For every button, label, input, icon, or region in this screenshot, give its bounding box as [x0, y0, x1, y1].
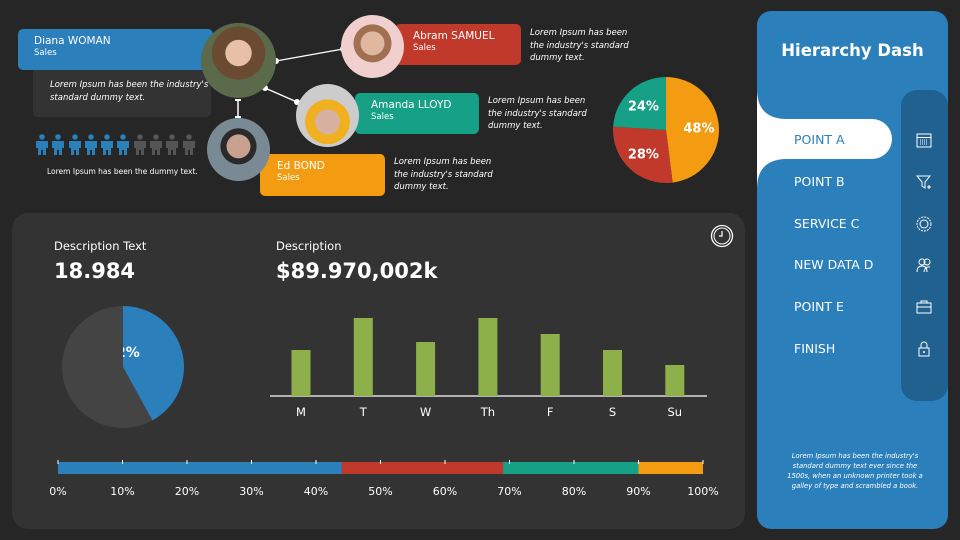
sidebar-item-new-data-d[interactable]: NEW DATA D: [794, 257, 874, 273]
person-icon: [84, 134, 97, 155]
avatar-amanda[interactable]: [296, 84, 359, 147]
sidebar-title: Hierarchy Dash: [781, 41, 924, 60]
tick-label: 20%: [174, 485, 200, 498]
left-pie-chart: 42%: [61, 306, 184, 428]
person-icon: [166, 134, 179, 155]
day-label: T: [359, 405, 367, 419]
avatar-abram[interactable]: [341, 15, 404, 78]
clock-icon[interactable]: [710, 224, 734, 248]
tick-label: 60%: [432, 485, 458, 498]
right-label: Description: [276, 239, 342, 253]
tick-label: 100%: [687, 485, 719, 498]
person-role: Sales: [34, 48, 57, 58]
person-tag-diana[interactable]: Diana WOMAN Sales: [18, 29, 213, 70]
pie-label: 48%: [683, 121, 714, 136]
person-name: Ed BOND: [277, 160, 325, 172]
bar-W: [416, 342, 436, 396]
sidebar-item-finish[interactable]: FINISH: [794, 341, 836, 356]
people-caption: Lorem Ipsum has been the dummy text.: [47, 167, 198, 176]
tick-label: 70%: [497, 485, 522, 498]
tick-label: 0%: [49, 485, 67, 498]
day-label: M: [296, 405, 306, 419]
bar-M: [291, 350, 311, 396]
left-value: 18.984: [54, 259, 136, 283]
tick-label: 80%: [561, 485, 587, 498]
sidebar-footer: Lorem Ipsum has been the industry's stan…: [787, 452, 923, 490]
abram-desc: Lorem Ipsum has been the industry's stan…: [530, 28, 629, 63]
left-label: Description Text: [54, 239, 147, 253]
pie-slice: [123, 306, 184, 421]
diana-desc: Lorem Ipsum has been the industry's stan…: [50, 80, 209, 103]
tick-label: 30%: [239, 485, 264, 498]
sidebar: Hierarchy Dash POINT A POINT B SERVICE C NE…: [757, 11, 948, 529]
person-tag-amanda[interactable]: Amanda LLOYD Sales: [355, 93, 479, 134]
pie-label: 24%: [628, 99, 659, 114]
avatar-diana[interactable]: [201, 23, 276, 98]
ed-desc: Lorem Ipsum has been the industry's stan…: [394, 157, 493, 192]
people-icon-row: [36, 134, 195, 155]
sidebar-item-point-a[interactable]: POINT A: [794, 132, 845, 147]
pie-slice: [613, 126, 673, 183]
person-icon: [150, 134, 163, 155]
person-role: Sales: [371, 112, 394, 122]
right-value: $89.970,002k: [276, 259, 438, 283]
funnel-icon[interactable]: [915, 173, 933, 191]
sidebar-item-point-e[interactable]: POINT E: [794, 299, 844, 315]
person-icon: [133, 134, 146, 155]
amanda-desc: Lorem Ipsum has been the industry's stan…: [488, 96, 587, 131]
day-label: S: [608, 405, 617, 419]
calendar-icon[interactable]: [915, 131, 933, 149]
progress-segment: [341, 462, 504, 474]
sidebar-item-service-c[interactable]: SERVICE C: [794, 215, 860, 231]
gear-icon[interactable]: [915, 215, 933, 233]
tick-label: 10%: [110, 485, 135, 498]
person-icon: [68, 134, 81, 155]
users-icon[interactable]: [915, 256, 933, 274]
progress-segment: [503, 462, 639, 474]
bar-S: [603, 350, 622, 396]
lock-icon[interactable]: [915, 340, 933, 358]
avatar-ed[interactable]: [207, 118, 270, 181]
person-icon: [117, 134, 130, 155]
bar-Th: [478, 318, 498, 396]
person-name: Amanda LLOYD: [371, 99, 452, 111]
day-label: Su: [667, 405, 683, 419]
person-role: Sales: [413, 43, 436, 53]
person-role: Sales: [277, 173, 300, 183]
top-pie-chart: 48% 28% 24%: [613, 77, 719, 183]
person-tag-ed[interactable]: Ed BOND Sales: [260, 154, 385, 196]
tick-label: 50%: [368, 485, 393, 498]
progress-stacked-bar: [57, 460, 704, 474]
bar-F: [540, 334, 560, 396]
pie-label: 28%: [628, 147, 659, 162]
person-icon: [36, 134, 48, 155]
active-item-shape: [757, 89, 892, 189]
pie-slice: [666, 77, 719, 183]
weekly-bar-chart: [270, 318, 707, 397]
day-label: F: [546, 405, 554, 419]
tick-label: 90%: [626, 485, 651, 498]
person-icon: [182, 134, 195, 155]
bar-Su: [665, 365, 685, 396]
day-label: W: [419, 405, 432, 419]
person-name: Abram SAMUEL: [413, 30, 495, 42]
day-label: Th: [480, 405, 496, 419]
person-icon: [52, 134, 65, 155]
person-tag-abram[interactable]: Abram SAMUEL Sales: [395, 24, 521, 65]
progress-segment: [58, 462, 342, 474]
bar-T: [353, 318, 373, 396]
progress-segment: [638, 462, 703, 474]
toolbox-icon[interactable]: [915, 298, 933, 316]
pie-slice: [61, 306, 153, 428]
tick-label: 40%: [303, 485, 329, 498]
person-name: Diana WOMAN: [34, 35, 111, 47]
sidebar-item-point-b[interactable]: POINT B: [794, 173, 845, 189]
diana-desc-box: [33, 68, 211, 117]
pie-slice: [613, 77, 666, 130]
person-icon: [101, 134, 114, 155]
